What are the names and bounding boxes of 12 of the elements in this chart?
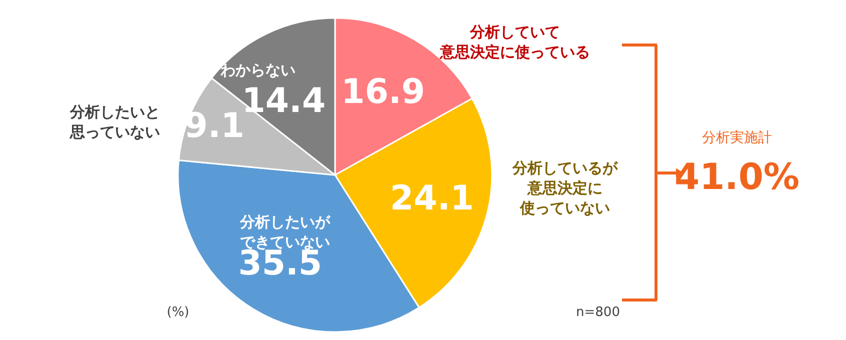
text: 41.0%	[674, 157, 800, 198]
text: 分析実施計	[702, 130, 772, 146]
slice-label: 分析しているが意思決定に使っていない	[512, 159, 618, 217]
data-label: 9.1	[184, 106, 244, 146]
slice-label: 分析したいと思っていない	[69, 103, 160, 141]
data-label: 24.1	[390, 178, 474, 219]
slice-label: わからない	[220, 61, 296, 79]
data-label: 14.4	[242, 81, 326, 122]
data-label: 16.9	[341, 72, 426, 112]
text: (%)	[166, 305, 190, 320]
slice-label: 分析していて意思決定に使っている	[439, 23, 590, 61]
text: n=800	[576, 305, 620, 320]
